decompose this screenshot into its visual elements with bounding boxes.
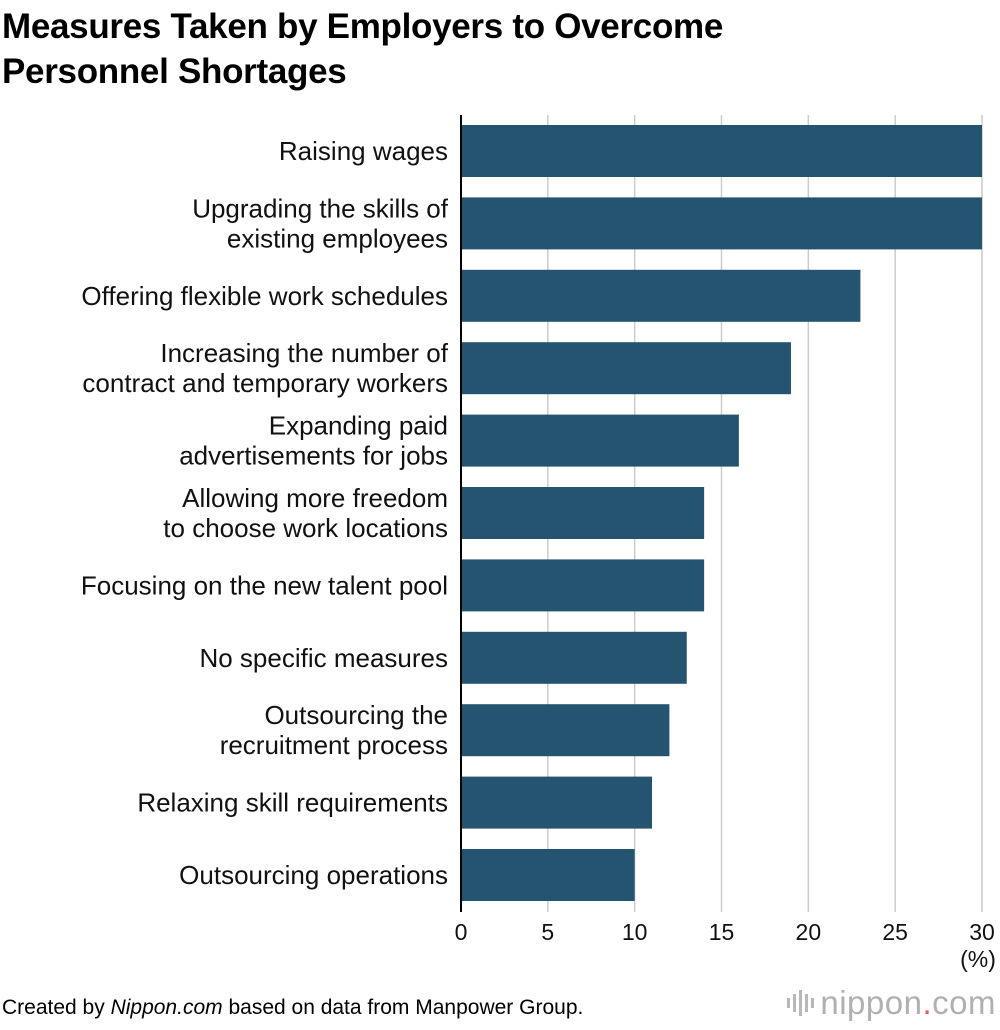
bar (461, 631, 687, 684)
x-unit-label: (%) (960, 946, 996, 972)
category-label: Allowing more freedom to choose work loca… (163, 483, 448, 543)
x-tick-label: 25 (882, 919, 908, 945)
logo-bars-icon (787, 988, 815, 1018)
category-label: Focusing on the new talent pool (81, 570, 448, 600)
category-label: Increasing the number of contract and tem… (82, 338, 448, 398)
bar (461, 704, 670, 757)
logo-text: nippon.com (820, 984, 996, 1022)
bar (461, 849, 635, 901)
x-tick-label: 5 (541, 919, 554, 945)
chart-title: Measures Taken by Employers to Overcome … (2, 4, 992, 94)
bar (461, 269, 861, 322)
bar (461, 559, 705, 612)
category-label: Outsourcing operations (179, 860, 448, 890)
category-label: Raising wages (279, 136, 448, 166)
category-label: No specific measures (199, 643, 448, 673)
category-label: Upgrading the skills of existing employee… (192, 193, 449, 253)
footer-prefix: Created by (2, 996, 111, 1019)
x-tick-label: 20 (796, 919, 822, 945)
category-label: Relaxing skill requirements (137, 788, 448, 818)
footer-suffix: based on data from Manpower Group. (222, 996, 584, 1019)
x-tick-label: 30 (969, 919, 995, 945)
bar (461, 414, 739, 467)
bar (461, 776, 653, 829)
logo-name: nippon (820, 984, 923, 1021)
category-label: Outsourcing the recruitment process (220, 700, 448, 760)
source-footer: Created by Nippon.com based on data from… (2, 996, 583, 1020)
category-label: Offering flexible work schedules (81, 281, 448, 311)
x-tick-label: 0 (455, 919, 468, 945)
bar (461, 487, 705, 539)
footer-source-name: Nippon.com (110, 996, 223, 1019)
logo-dot: . (922, 984, 933, 1021)
bar (461, 342, 791, 395)
chart-title-line-1: Measures Taken by Employers to Overcome (2, 7, 724, 46)
bar-chart: 0 5 10 15 20 25 30(%) Raising wages Upgrading th… (81, 115, 996, 972)
x-tick-label: 15 (709, 919, 735, 945)
bar (461, 125, 982, 177)
category-label: Expanding paid advertisements for jobs (179, 411, 448, 471)
chart-title-line-2: Personnel Shortages (2, 52, 347, 91)
logo-tld: com (932, 984, 996, 1021)
nippon-logo: nippon.com (787, 984, 996, 1022)
bar (461, 197, 982, 250)
x-tick-label: 10 (622, 919, 648, 945)
